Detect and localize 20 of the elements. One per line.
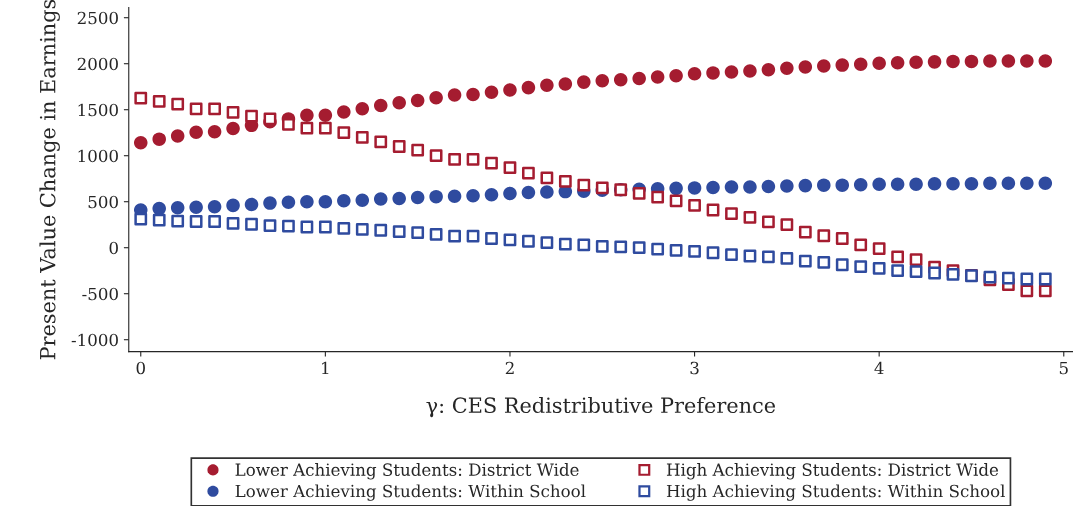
legend-label: Lower Achieving Students: Within School: [235, 484, 586, 501]
legend-label: High Achieving Students: District Wide: [666, 463, 999, 480]
y-tick-label: 1500: [78, 103, 118, 117]
y-tick-label: 0: [109, 241, 118, 255]
y-tick-label: -500: [82, 287, 118, 301]
legend-label: High Achieving Students: Within School: [666, 484, 1005, 501]
y-tick-label: -1000: [71, 333, 118, 347]
x-tick-label: 5: [1059, 361, 1068, 375]
y-tick-label: 2000: [77, 57, 118, 71]
x-tick-label: 2: [505, 361, 514, 375]
legend-label: Lower Achieving Students: District Wide: [235, 463, 579, 480]
y-axis-title: Present Value Change in Earnings: [39, 0, 60, 360]
y-tick-label: 1000: [78, 149, 118, 163]
x-tick-label: 3: [690, 361, 699, 375]
x-tick-label: 4: [874, 361, 884, 375]
x-axis-title: γ: CES Redistributive Preference: [426, 396, 776, 418]
x-tick-label: 0: [136, 361, 145, 375]
y-tick-label: 500: [88, 195, 118, 209]
x-tick-label: 1: [322, 361, 329, 375]
y-tick-label: 2500: [77, 11, 118, 25]
